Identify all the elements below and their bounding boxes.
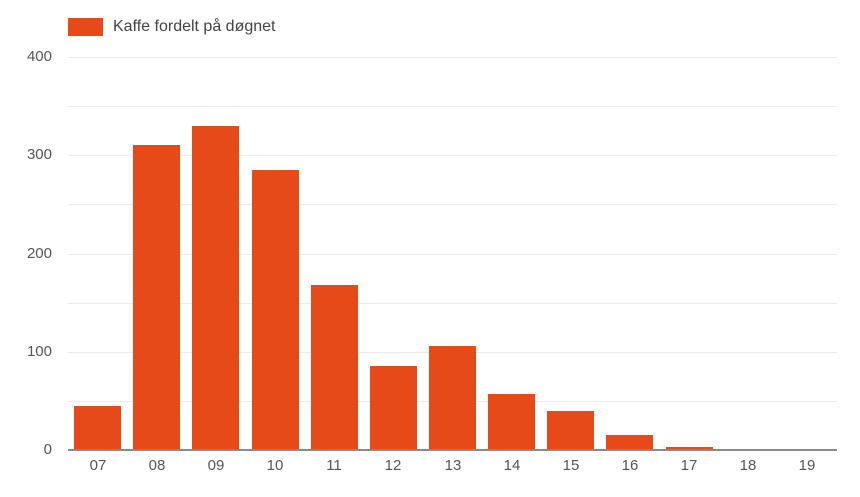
legend-swatch <box>68 18 103 36</box>
gridline <box>68 155 837 156</box>
x-axis-tick-label: 18 <box>739 457 757 474</box>
bar-17[interactable] <box>666 447 713 450</box>
bar-10[interactable] <box>252 170 299 450</box>
gridline <box>68 57 837 58</box>
x-axis-tick-label: 08 <box>148 457 166 474</box>
gridline <box>68 204 837 205</box>
bar-07[interactable] <box>74 406 121 450</box>
y-axis-tick-label: 200 <box>26 245 52 262</box>
bar-13[interactable] <box>429 346 476 450</box>
bar-15[interactable] <box>547 411 594 450</box>
chart-legend: Kaffe fordelt på døgnet <box>68 18 275 36</box>
y-axis-tick-label: 0 <box>43 441 52 458</box>
bar-08[interactable] <box>133 145 180 450</box>
x-axis-tick-label: 09 <box>207 457 225 474</box>
x-axis-tick-label: 19 <box>798 457 816 474</box>
gridline <box>68 106 837 107</box>
x-axis-tick-label: 13 <box>444 457 462 474</box>
x-axis-tick-label: 16 <box>621 457 639 474</box>
gridline <box>68 303 837 304</box>
bar-09[interactable] <box>192 126 239 450</box>
x-axis-tick-label: 10 <box>266 457 284 474</box>
x-axis-baseline <box>68 449 837 451</box>
x-axis-tick-label: 17 <box>680 457 698 474</box>
x-axis-tick-label: 07 <box>89 457 107 474</box>
y-axis-tick-label: 300 <box>26 146 52 163</box>
x-axis-tick-label: 11 <box>326 457 342 474</box>
bar-12[interactable] <box>370 366 417 450</box>
x-axis-tick-label: 15 <box>562 457 580 474</box>
gridline <box>68 254 837 255</box>
bar-11[interactable] <box>311 285 358 450</box>
legend-label: Kaffe fordelt på døgnet <box>113 18 276 35</box>
bar-16[interactable] <box>606 435 653 450</box>
y-axis-tick-label: 100 <box>26 343 52 360</box>
bar-14[interactable] <box>488 394 535 450</box>
x-axis-tick-label: 12 <box>384 457 402 474</box>
x-axis-tick-label: 14 <box>503 457 521 474</box>
y-axis-tick-label: 400 <box>26 48 52 65</box>
